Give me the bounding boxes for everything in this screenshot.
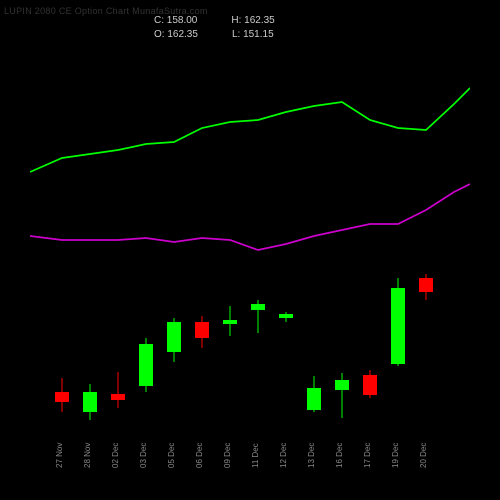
candle	[391, 40, 405, 420]
x-axis-label: 06 Dec	[195, 443, 204, 468]
candle	[335, 40, 349, 420]
candle-body	[223, 320, 237, 324]
x-axis-label: 19 Dec	[391, 443, 400, 468]
x-axis-label: 20 Dec	[419, 443, 428, 468]
candle	[83, 40, 97, 420]
candle-body	[83, 392, 97, 412]
candle	[363, 40, 377, 420]
candle-body	[419, 278, 433, 292]
o-value: 162.35	[167, 29, 198, 40]
candle	[251, 40, 265, 420]
candle-wick	[118, 372, 119, 408]
candle	[195, 40, 209, 420]
x-axis-label: 27 Nov	[55, 443, 64, 468]
candle-body	[363, 375, 377, 395]
x-axis: 27 Nov 28 Nov 02 Dec 03 Dec 05 Dec 06 Dec 09 D…	[30, 440, 470, 500]
candle	[167, 40, 181, 420]
x-axis-label: 05 Dec	[167, 443, 176, 468]
candle-body	[335, 380, 349, 390]
h-value: 162.35	[244, 15, 275, 26]
candle-body	[307, 388, 321, 410]
ohlc-readout: C: 158.00 H: 162.35 O: 162.35 L: 151.15	[154, 14, 275, 42]
candle	[307, 40, 321, 420]
x-axis-label: 28 Nov	[83, 443, 92, 468]
x-axis-label: 02 Dec	[111, 443, 120, 468]
candle-body	[139, 344, 153, 386]
high-label: H: 162.35	[231, 14, 274, 28]
x-axis-label: 09 Dec	[223, 443, 232, 468]
l-label: L:	[232, 29, 240, 40]
candle-body	[279, 314, 293, 318]
x-axis-label: 16 Dec	[335, 443, 344, 468]
candle	[279, 40, 293, 420]
candle-body	[55, 392, 69, 402]
l-value: 151.15	[243, 29, 274, 40]
o-label: O:	[154, 29, 165, 40]
candle	[223, 40, 237, 420]
x-axis-label: 13 Dec	[307, 443, 316, 468]
candle-body	[251, 304, 265, 310]
candle-body	[195, 322, 209, 338]
c-value: 158.00	[167, 15, 198, 26]
close-label: C: 158.00	[154, 14, 197, 28]
candle	[111, 40, 125, 420]
candle-body	[167, 322, 181, 352]
candle	[419, 40, 433, 420]
chart-area	[30, 40, 470, 420]
h-label: H:	[231, 15, 241, 26]
candle	[139, 40, 153, 420]
x-axis-label: 03 Dec	[139, 443, 148, 468]
candle-body	[111, 394, 125, 400]
c-label: C:	[154, 15, 164, 26]
candle	[55, 40, 69, 420]
x-axis-label: 11 Dec	[251, 443, 260, 468]
x-axis-label: 17 Dec	[363, 443, 372, 468]
candle-body	[391, 288, 405, 364]
x-axis-label: 12 Dec	[279, 443, 288, 468]
